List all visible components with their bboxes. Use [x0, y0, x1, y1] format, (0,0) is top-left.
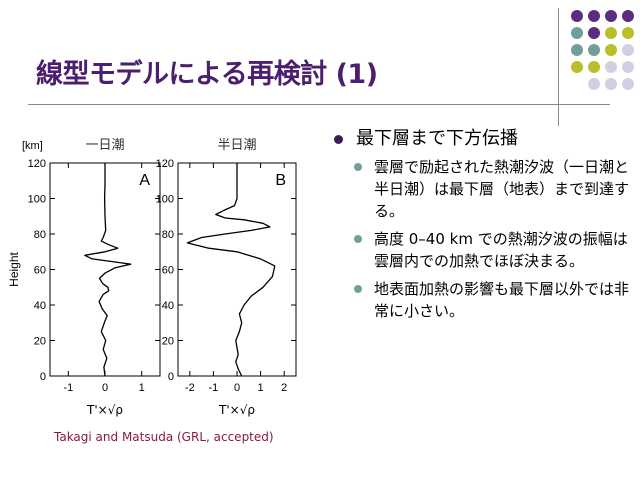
decoration-dot — [588, 61, 600, 73]
sub-bullet: 地表面加熱の影響も最下層以外では非常に小さい。 — [334, 278, 634, 322]
decoration-dot — [622, 61, 634, 73]
decoration-dot — [605, 27, 617, 39]
panel-label: B — [275, 172, 286, 189]
y-tick-label: 120 — [156, 158, 174, 170]
decoration-vertical-rule — [558, 8, 559, 126]
sub-bullet-text: 雲層で励起された熱潮汐波（一日潮と半日潮）は最下層（地表）まで到達する。 — [374, 158, 630, 220]
y-tick-label: 40 — [34, 300, 46, 312]
decoration-dot — [605, 44, 617, 56]
panel-label: A — [139, 172, 150, 189]
x-tick-label: 1 — [258, 382, 264, 394]
y-tick-label: 100 — [156, 194, 174, 206]
sub-bullet: 雲層で励起された熱潮汐波（一日潮と半日潮）は最下層（地表）まで到達する。 — [334, 156, 634, 222]
y-tick-label: 0 — [168, 371, 174, 383]
bullet-main-text: 最下層まで下方伝播 — [356, 128, 518, 149]
decoration-dot-grid — [0, 0, 640, 130]
decoration-dot — [588, 78, 600, 90]
sub-bullet-text: 高度 0–40 km での熱潮汐波の振幅は雲層内での加熱でほぼ決まる。 — [374, 230, 628, 270]
decoration-dot — [588, 44, 600, 56]
decoration-dot — [588, 27, 600, 39]
sub-bullet-marker — [354, 163, 362, 171]
y-tick-label: 40 — [162, 300, 174, 312]
y-tick-label: 60 — [34, 265, 46, 277]
y-tick-label: 120 — [28, 158, 46, 170]
y-tick-label: 80 — [34, 229, 46, 241]
citation: Takagi and Matsuda (GRL, accepted) — [54, 430, 274, 444]
x-axis-label: T'×√ρ — [86, 403, 123, 417]
chart-title: 一日潮 — [85, 138, 124, 153]
x-tick-label: 0 — [102, 382, 108, 394]
sub-bullet: 高度 0–40 km での熱潮汐波の振幅は雲層内での加熱でほぼ決まる。 — [334, 228, 634, 272]
bullet-main: 最下層まで下方伝播 — [334, 126, 634, 152]
y-tick-label: 20 — [34, 336, 46, 348]
temperature-profile-line — [186, 163, 276, 377]
x-tick-label: -2 — [185, 382, 195, 394]
title-underline-rule — [28, 104, 610, 105]
bullet-marker — [334, 135, 343, 144]
decoration-dot — [571, 44, 583, 56]
decoration-dot — [622, 44, 634, 56]
x-tick-label: -1 — [63, 382, 73, 394]
x-tick-label: 1 — [139, 382, 145, 394]
decoration-dot — [571, 61, 583, 73]
y-tick-label: 80 — [162, 229, 174, 241]
x-tick-label: 0 — [234, 382, 240, 394]
decoration-dot — [622, 78, 634, 90]
x-tick-label: -1 — [209, 382, 219, 394]
chart-title: 半日潮 — [217, 138, 256, 153]
decoration-dot — [605, 61, 617, 73]
sub-bullet-marker — [354, 285, 362, 293]
decoration-dot — [571, 10, 583, 22]
decoration-dot — [571, 27, 583, 39]
y-tick-label: 100 — [28, 194, 46, 206]
slide-title: 線型モデルによる再検討 (1) — [36, 59, 378, 90]
temperature-profile-line — [84, 163, 132, 377]
decoration-dot — [622, 27, 634, 39]
sub-bullet-text: 地表面加熱の影響も最下層以外では非常に小さい。 — [374, 280, 630, 320]
bullet-list: 最下層まで下方伝播 雲層で励起された熱潮汐波（一日潮と半日潮）は最下層（地表）ま… — [334, 126, 634, 328]
decoration-dot — [605, 78, 617, 90]
decoration-dot — [605, 10, 617, 22]
y-tick-label: 20 — [162, 336, 174, 348]
sub-bullet-marker — [354, 235, 362, 243]
decoration-dot — [622, 10, 634, 22]
y-tick-label: 60 — [162, 265, 174, 277]
decoration-dot — [588, 10, 600, 22]
x-tick-label: 2 — [281, 382, 287, 394]
y-axis-unit: [km] — [22, 140, 43, 152]
y-tick-label: 0 — [40, 371, 46, 383]
y-axis-label: Height — [7, 251, 21, 286]
x-axis-label: T'×√ρ — [218, 403, 255, 417]
